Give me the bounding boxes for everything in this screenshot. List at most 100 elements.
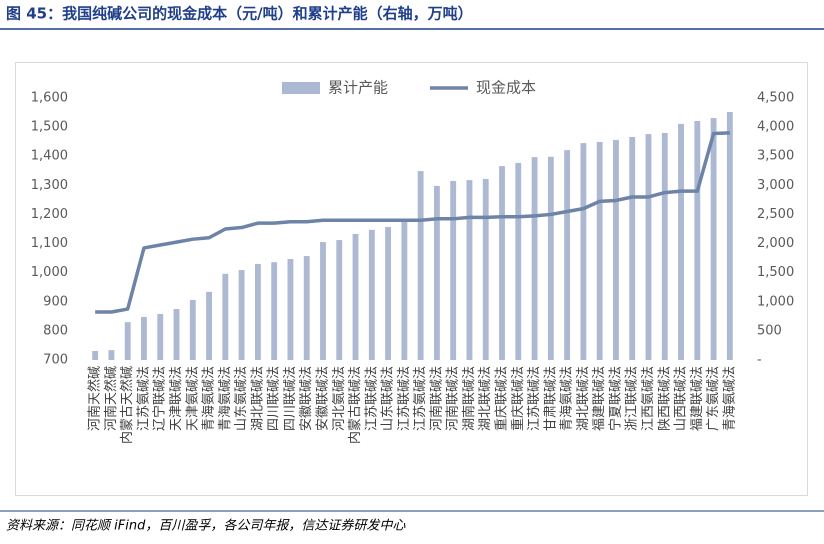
x-tick-label: 青海氨碱法 (560, 366, 575, 431)
x-tick-label: 湖北联碱法 (478, 366, 493, 431)
x-tick-label: 江苏联碱法 (396, 366, 412, 431)
x-tick-label: 江苏氨碱法 (135, 366, 151, 431)
bar (547, 156, 554, 360)
x-tick-label: 青海氨碱法 (722, 366, 737, 431)
y2-tick-label: 4,000 (757, 120, 794, 135)
x-tick-label: 辽宁联碱法 (152, 366, 168, 431)
x-tick-label: 重庆联碱法 (494, 366, 510, 431)
x-tick-label: 天津氨碱法 (185, 366, 200, 431)
bar (254, 263, 261, 360)
bar (401, 222, 408, 360)
x-tick-label: 河南联碱法 (428, 366, 444, 431)
legend-label: 累计产能 (328, 79, 388, 97)
y-tick-label: 1,100 (31, 236, 68, 251)
y2-tick-label: 2,000 (757, 236, 794, 251)
y-tick-label: 1,000 (31, 265, 68, 280)
x-tick-label: 江苏联碱法 (526, 366, 542, 431)
x-tick-label: 湖南联碱法 (461, 366, 477, 431)
x-tick-label: 河南天然碱 (103, 366, 119, 431)
bar (287, 258, 294, 360)
bar (596, 141, 603, 360)
y2-tick-label: 2,500 (757, 207, 794, 222)
bar (531, 157, 538, 360)
bar (433, 185, 440, 360)
x-tick-label: 青海氨碱法 (218, 366, 233, 431)
bar (173, 309, 180, 360)
bar (710, 118, 717, 360)
x-tick-label: 河北氨碱法 (332, 366, 347, 431)
x-tick-label: 福建联碱法 (592, 366, 607, 431)
x-tick-label: 浙江联碱法 (625, 366, 640, 431)
y-tick-label: 900 (43, 294, 68, 309)
line (95, 131, 730, 314)
x-tick-label: 四川联碱法 (283, 366, 298, 431)
x-tick-label: 重庆联碱法 (510, 366, 526, 431)
y-tick-label: 1,200 (31, 207, 68, 222)
plot-frame (15, 62, 808, 496)
bar (694, 120, 701, 361)
bar (564, 150, 571, 360)
bar (678, 123, 684, 360)
x-tick-label: 湖北联碱法 (250, 366, 265, 431)
legend-label: 现金成本 (476, 79, 536, 97)
x-tick-label: 安徽联碱法 (299, 366, 314, 431)
bar (417, 171, 424, 360)
x-tick-label: 江苏联碱法 (363, 366, 379, 431)
bar (580, 143, 587, 360)
bar (92, 350, 99, 360)
chart-title: 图 45：我国纯碱公司的现金成本（元/吨）和累计产能（右轴，万吨） (6, 5, 473, 23)
bar (320, 242, 326, 360)
x-tick-label: 山东氨碱法 (234, 366, 249, 431)
x-tick-label: 河南联碱法 (445, 366, 461, 431)
legend-swatch (282, 82, 320, 94)
y2-tick-label: 1,500 (757, 265, 794, 280)
bar (141, 316, 147, 360)
x-tick-label: 湖北联碱法 (576, 366, 591, 431)
bar (645, 134, 652, 360)
x-tick-label: 内蒙古天然碱 (119, 366, 135, 444)
bar (303, 256, 310, 360)
bar (352, 233, 359, 360)
x-tick-label: 陕西联碱法 (657, 366, 672, 431)
y2-tick-label: - (757, 353, 762, 368)
y-tick-label: 1,400 (31, 149, 68, 164)
x-tick-label: 广东氨碱法 (706, 366, 721, 431)
x-tick-label: 甘肃联碱法 (543, 366, 558, 431)
x-tick-label: 江苏氨碱法 (412, 366, 428, 431)
x-tick-label: 青海氨碱法 (202, 366, 217, 431)
bar (466, 180, 473, 360)
y2-tick-label: 4,500 (757, 91, 794, 106)
bar (450, 180, 457, 360)
bar (336, 240, 343, 360)
y2-tick-label: 3,000 (757, 178, 794, 193)
bar (238, 270, 245, 360)
bar (385, 226, 392, 360)
x-tick-label: 山西联碱法 (674, 366, 689, 431)
x-tick-label: 宁夏联碱法 (607, 366, 623, 431)
x-tick-label: 安徽联碱法 (315, 366, 330, 431)
bar (726, 111, 733, 361)
bar (271, 262, 278, 360)
x-tick-label: 福建联碱法 (690, 366, 705, 431)
y-tick-label: 1,300 (31, 178, 68, 193)
source-note: 资料来源：同花顺 iFind，百川盈孚，各公司年报，信达证券研发中心 (6, 518, 406, 534)
y-tick-label: 700 (43, 353, 68, 368)
y-tick-label: 800 (43, 323, 68, 338)
bar (189, 300, 196, 360)
bar (206, 291, 212, 360)
bar (482, 178, 489, 360)
bar (108, 350, 115, 360)
bar (368, 229, 375, 360)
bar (157, 314, 164, 360)
x-tick-label: 四川联碱法 (267, 366, 282, 431)
x-tick-label: 河南天然碱 (87, 366, 103, 431)
y-tick-label: 1,500 (31, 120, 68, 135)
y2-tick-label: 3,500 (757, 149, 794, 164)
bar (222, 273, 229, 360)
bar (515, 162, 522, 360)
bar (613, 139, 619, 360)
x-tick-label: 江西氨碱法 (641, 366, 656, 431)
bar (629, 137, 636, 360)
bar (661, 132, 668, 360)
